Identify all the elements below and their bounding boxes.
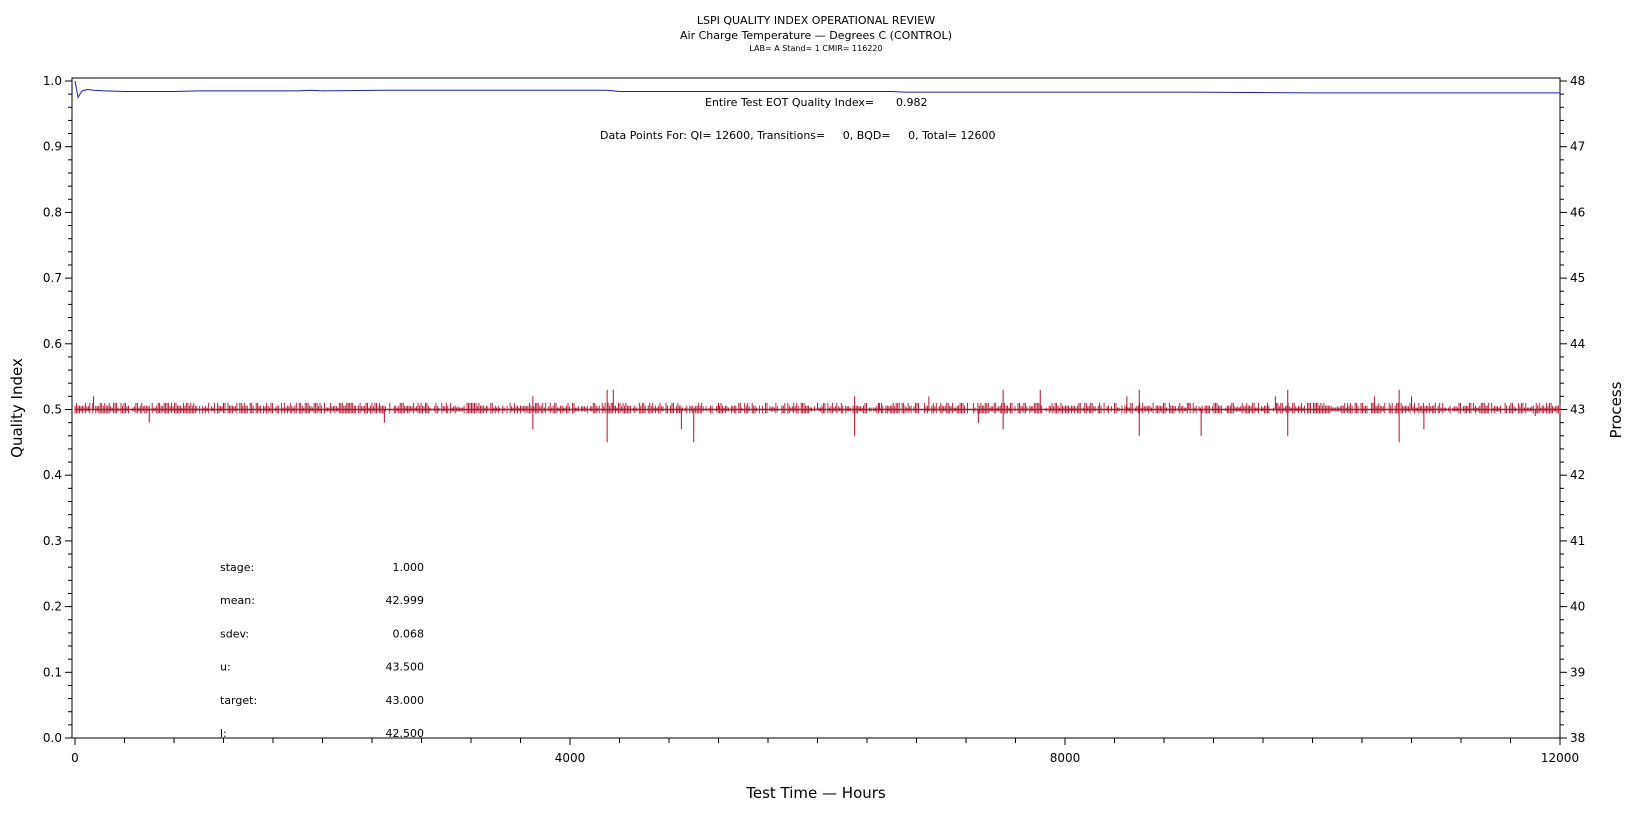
- y-tick-label: 0.0: [43, 731, 62, 745]
- stat-value: 43.500: [386, 661, 425, 674]
- chart-title: LSPI QUALITY INDEX OPERATIONAL REVIEW: [697, 14, 935, 27]
- y2-tick-label: 48: [1570, 74, 1585, 88]
- y-tick-label: 0.8: [43, 205, 62, 219]
- stat-label: stage:: [220, 561, 254, 574]
- stat-value: 1.000: [393, 561, 425, 574]
- stats-block: stage: 1.000 mean: 42.999 sdev: 0.068 u: 43.500…: [220, 561, 424, 740]
- stat-label: target:: [220, 694, 257, 707]
- stat-label: u:: [220, 661, 231, 674]
- x-tick-label: 0: [71, 751, 79, 765]
- y-tick-label: 0.7: [43, 271, 62, 285]
- x-tick-label: 4000: [555, 751, 586, 765]
- y2-tick-label: 39: [1570, 665, 1585, 679]
- y-tick-label: 0.6: [43, 337, 62, 351]
- x-axis-title: Test Time — Hours: [745, 784, 886, 802]
- stat-value: 42.999: [386, 594, 425, 607]
- y2-axis-title: Process: [1607, 381, 1625, 438]
- y2-tick-label: 38: [1570, 731, 1585, 745]
- stat-label: mean:: [220, 594, 255, 607]
- quality-index-line: [74, 80, 1560, 99]
- stat-value: 43.000: [386, 694, 425, 707]
- y-tick-label: 1.0: [43, 74, 62, 88]
- y2-tick-label: 45: [1570, 271, 1585, 285]
- data-points-summary: Data Points For: QI= 12600, Transitions=…: [600, 129, 995, 142]
- stat-value: 0.068: [393, 627, 425, 640]
- y-tick-label: 0.1: [43, 665, 62, 679]
- eot-quality-value: 0.982: [896, 96, 928, 109]
- chart-subtitle: Air Charge Temperature — Degrees C (CONT…: [680, 29, 952, 42]
- y2-tick-label: 43: [1570, 403, 1585, 417]
- stat-label: sdev:: [220, 627, 249, 640]
- tick-group: 0.0 0.1 0.2 0.3 0.4 0.5 0.6 0.7 0.8 0.9 1.0 38 39 40 4…: [43, 74, 1585, 765]
- y-tick-label: 0.3: [43, 534, 62, 548]
- y2-tick-label: 44: [1570, 337, 1585, 351]
- series-group: [74, 80, 1561, 443]
- y2-tick-label: 40: [1570, 600, 1585, 614]
- y-tick-label: 0.5: [43, 403, 62, 417]
- chart-subtitle-lab: LAB= A Stand= 1 CMIR= 116220: [749, 44, 882, 53]
- y-axis-title: Quality Index: [8, 358, 26, 458]
- y-tick-label: 0.4: [43, 468, 62, 482]
- y2-tick-label: 46: [1570, 205, 1585, 219]
- y2-tick-label: 42: [1570, 468, 1585, 482]
- y2-tick-label: 41: [1570, 534, 1585, 548]
- stat-value: 42.500: [386, 727, 425, 740]
- y2-tick-label: 47: [1570, 140, 1585, 154]
- y-tick-label: 0.9: [43, 140, 62, 154]
- x-tick-label: 12000: [1541, 751, 1579, 765]
- x-tick-label: 8000: [1050, 751, 1081, 765]
- eot-quality-label: Entire Test EOT Quality Index=: [705, 96, 874, 109]
- stat-label: l:: [220, 727, 227, 740]
- y-tick-label: 0.2: [43, 600, 62, 614]
